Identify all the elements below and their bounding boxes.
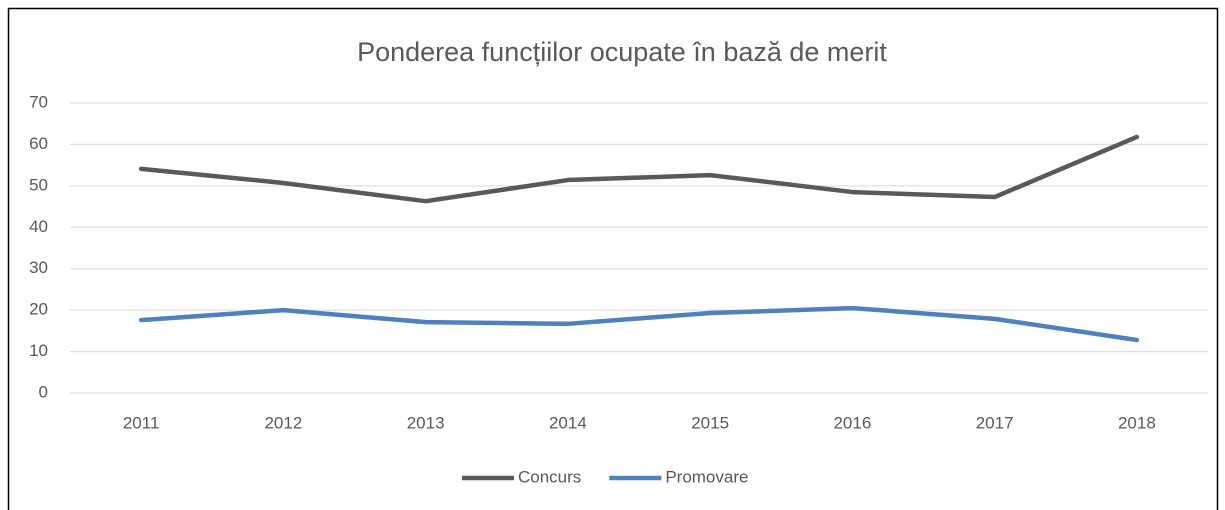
y-tick-label: 40 [29, 217, 48, 236]
y-tick-label: 70 [29, 92, 48, 111]
chart-title: Ponderea funcțiilor ocupate în bază de m… [357, 37, 887, 67]
x-tick-label: 2014 [549, 413, 587, 432]
x-tick-label: 2017 [976, 413, 1014, 432]
y-tick-label: 60 [29, 134, 48, 153]
x-tick-label: 2016 [833, 413, 871, 432]
y-tick-label: 0 [39, 382, 48, 401]
y-tick-label: 50 [29, 175, 48, 194]
x-tick-label: 2015 [691, 413, 729, 432]
x-tick-label: 2011 [123, 413, 160, 432]
chart-border [7, 7, 1219, 510]
legend-label: Promovare [665, 467, 748, 486]
y-tick-label: 20 [29, 300, 48, 319]
y-tick-label: 30 [29, 258, 48, 277]
y-tick-label: 10 [29, 341, 48, 360]
x-tick-label: 2012 [264, 413, 302, 432]
x-tick-label: 2018 [1118, 413, 1156, 432]
line-series [138, 305, 1140, 343]
line-series [138, 134, 1140, 204]
x-tick-label: 2013 [407, 413, 445, 432]
legend-label: Concurs [518, 467, 581, 486]
